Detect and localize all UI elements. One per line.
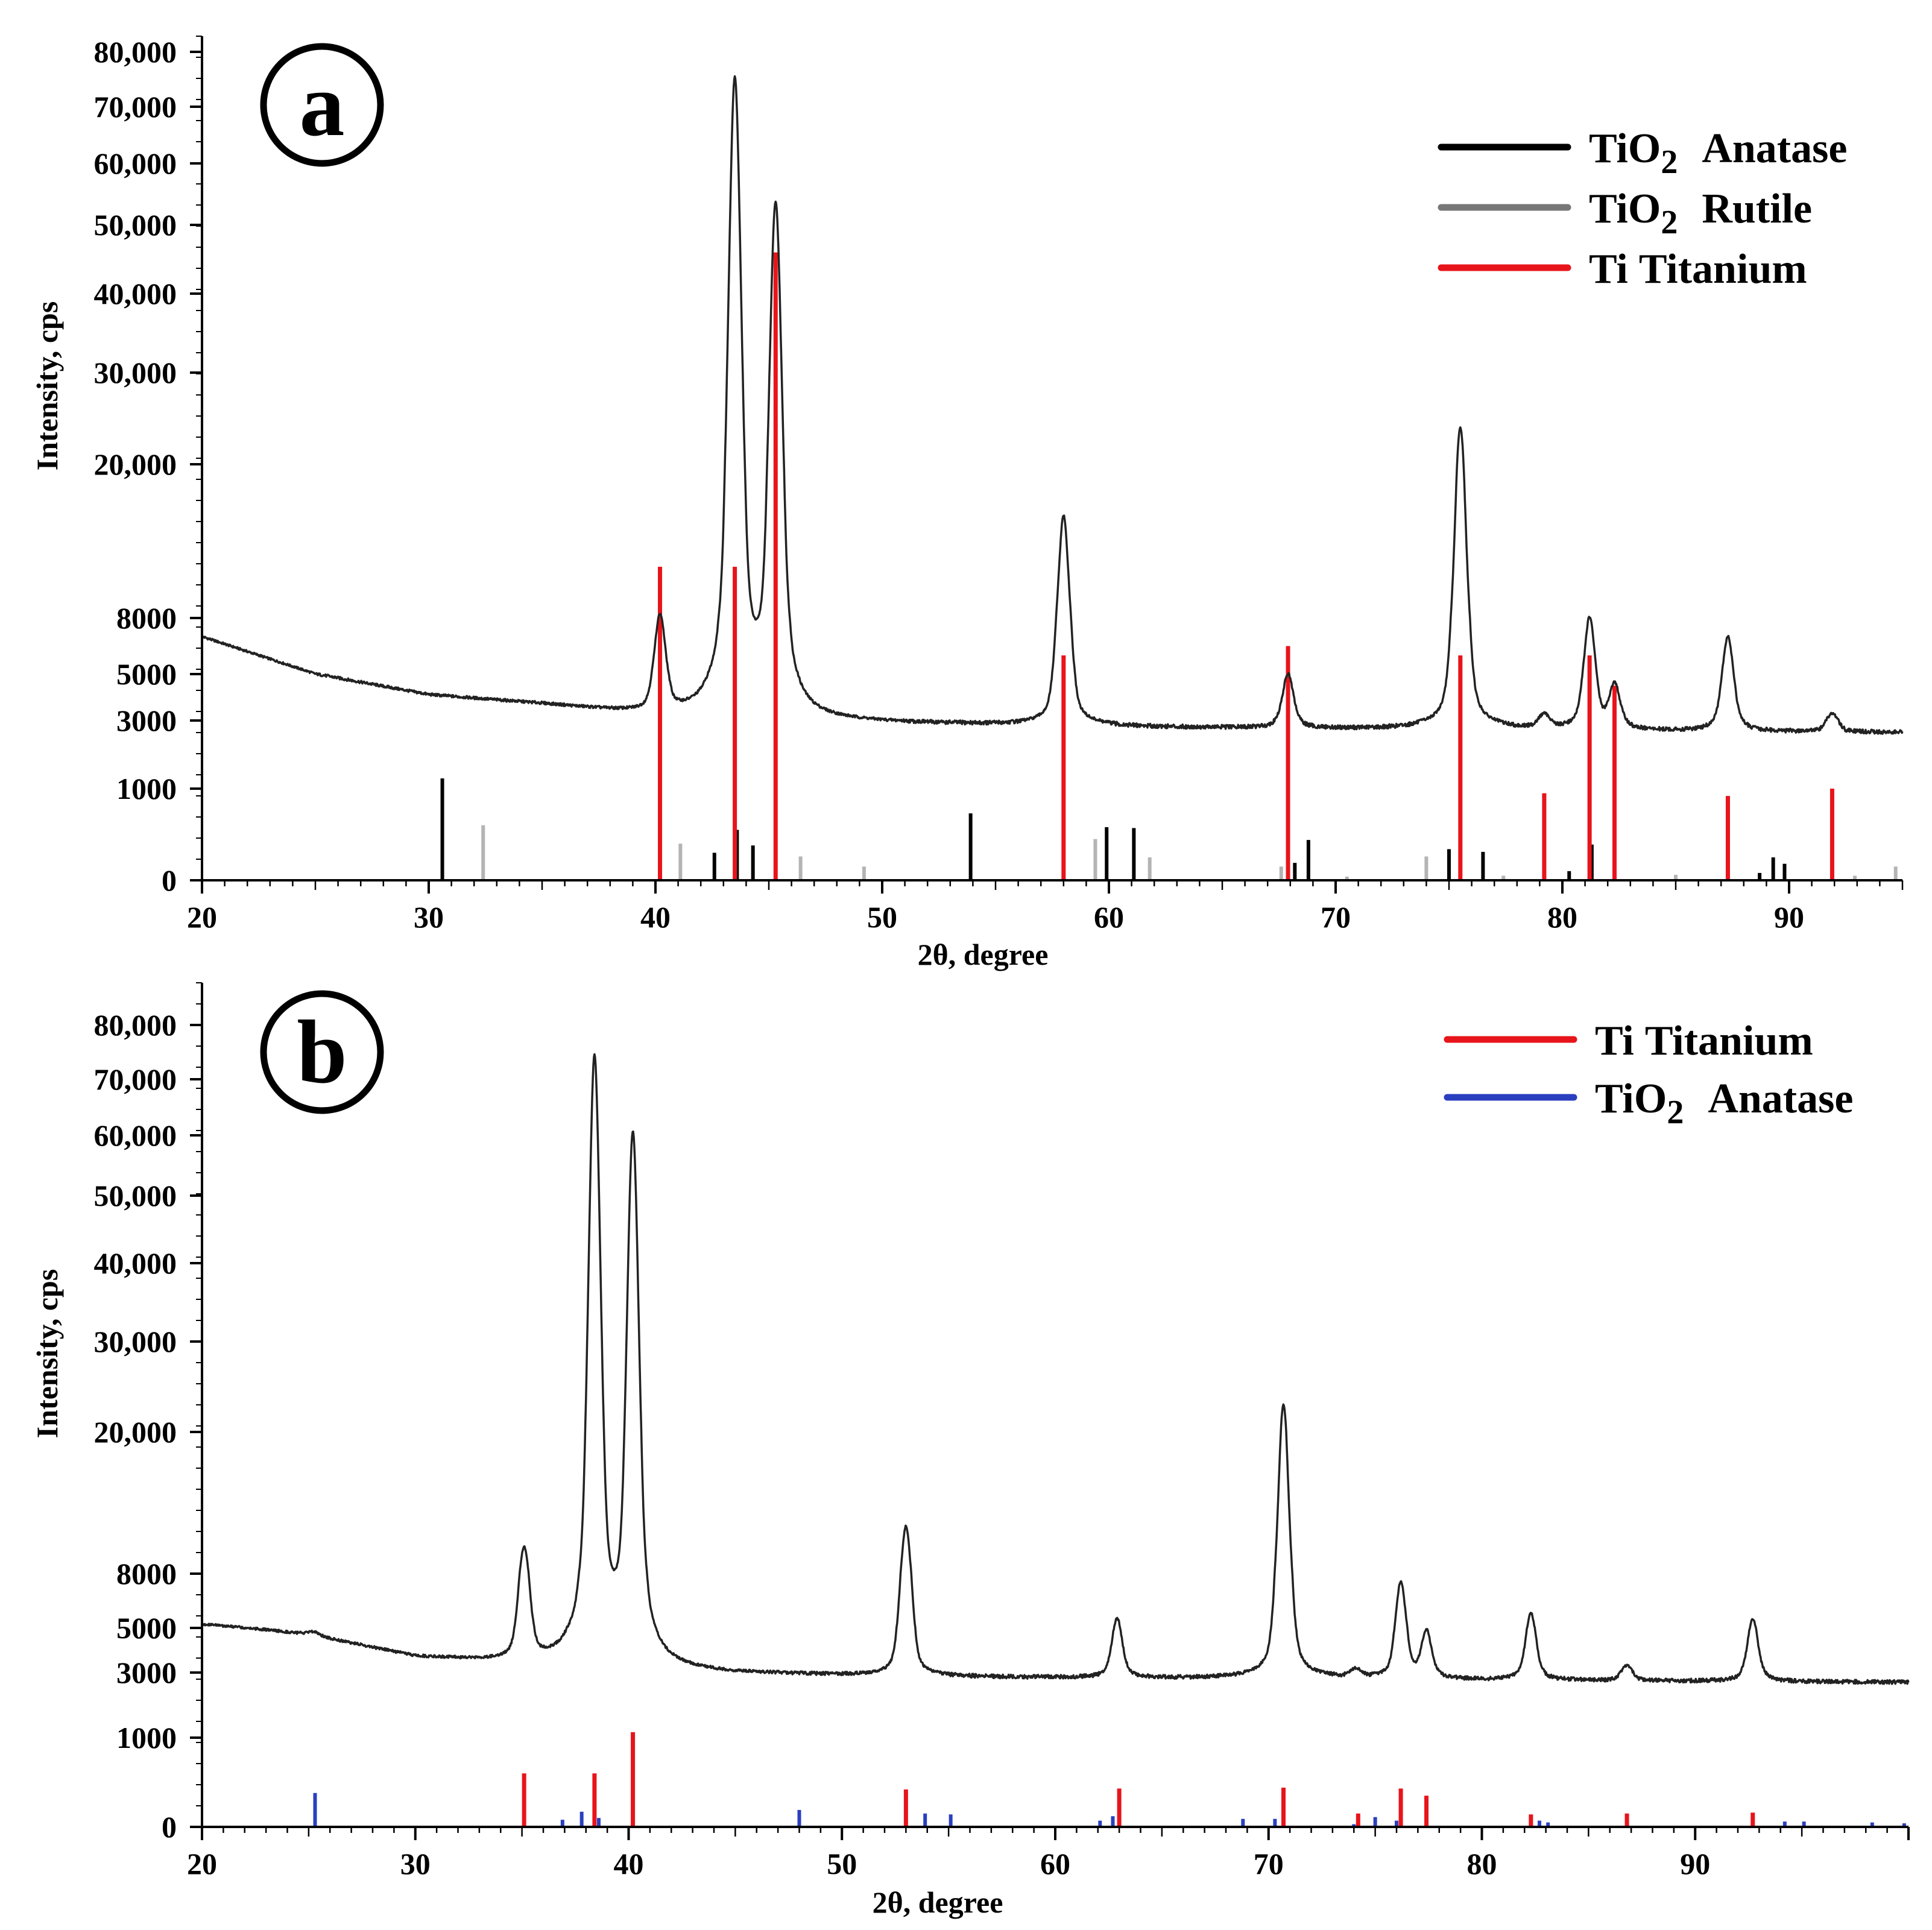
x-tick-label: 80 [1467,1847,1497,1881]
panel-a: 20 30 40 50 60 70 80 90 0 1000 3000 5000 8000 20,000 3… [30,35,1904,971]
y-tick-label: 0 [162,1810,177,1844]
x-axis-title: 2θ, degree [918,938,1049,971]
y-tick-label: 60,000 [94,147,177,180]
y-tick-label: 1000 [116,772,177,806]
legend-formula-subscript: 2 [1661,143,1678,181]
y-tick-label: 80,000 [94,35,177,69]
legend-formula: TiO [1595,1076,1667,1122]
diffraction-pattern-line [201,1053,1910,1685]
y-tick-label: 5000 [116,1611,177,1645]
reference-sticks-ti-titanium [658,252,1834,880]
legend-entry: Ti Titanium [1438,246,1807,292]
legend-formula: TiO [1589,186,1661,232]
reference-sticks-tio2-anatase [440,778,1787,880]
y-tick-label: 3000 [116,1656,177,1689]
reference-sticks-tio2-anatase [313,1793,1906,1827]
reference-sticks-tio2-rutile [481,825,1898,880]
y-tick-label: 70,000 [94,90,177,124]
panel-label-circle [260,990,384,1114]
x-tick-label: 40 [640,900,671,934]
legend-entry: TiO2 Rutile [1438,186,1812,241]
x-axis-title: 2θ, degree [873,1885,1003,1919]
x-tick-label: 70 [1254,1847,1284,1881]
y-tick-label: 80,000 [94,1008,177,1042]
x-tick-label: 90 [1774,900,1804,934]
y-tick-label: 8000 [116,601,177,635]
y-tick-label: 8000 [116,1557,177,1591]
panel-label-letter: a [300,55,345,155]
legend-label: Ti Titanium [1589,246,1807,292]
legend-label: TiO2 Anatase [1595,1076,1853,1131]
x-tick-label: 30 [400,1847,431,1881]
reference-sticks-ti-titanium [522,1732,1755,1827]
legend-formula: Ti [1595,1018,1634,1064]
legend-label: TiO2 Anatase [1589,125,1847,181]
diffraction-pattern-line [201,75,1904,735]
legend-label: TiO2 Rutile [1589,186,1812,241]
legend-formula-subscript: 2 [1667,1094,1684,1131]
y-tick-label: 3000 [116,704,177,737]
x-tick-label: 70 [1321,900,1351,934]
x-tick-label: 60 [1094,900,1124,934]
x-tick-label: 20 [187,1847,217,1881]
legend-label: Ti Titanium [1595,1018,1813,1064]
x-tick-label: 90 [1680,1847,1710,1881]
x-tick-label: 60 [1040,1847,1070,1881]
y-tick-label: 30,000 [94,1325,177,1358]
legend-phase-name: Anatase [1702,125,1847,172]
y-tick-label: 5000 [116,657,177,691]
y-tick-label: 70,000 [94,1062,177,1096]
x-tick-label: 50 [827,1847,857,1881]
y-tick-label: 30,000 [94,356,177,389]
legend-phase-name: Rutile [1702,186,1812,232]
x-tick-label: 30 [414,900,444,934]
panel-label-circle [260,43,384,167]
legend-phase-name: Titanium [1645,1018,1813,1064]
legend-formula: TiO [1589,125,1661,172]
y-tick-label: 20,000 [94,1415,177,1449]
y-tick-label: 1000 [116,1721,177,1755]
legend-phase-name: Anatase [1708,1076,1853,1122]
legend-entry: Ti Titanium [1444,1018,1813,1064]
y-tick-label: 0 [162,863,177,897]
y-axis-title: Intensity, cps [30,301,64,471]
y-axis-title: Intensity, cps [30,1269,64,1439]
y-tick-label: 50,000 [94,208,177,242]
legend-formula-subscript: 2 [1661,204,1678,241]
x-tick-label: 50 [867,900,897,934]
legend-entry: TiO2 Anatase [1438,125,1847,181]
x-tick-label: 40 [614,1847,644,1881]
y-tick-label: 40,000 [94,277,177,311]
y-tick-label: 60,000 [94,1118,177,1152]
y-tick-label: 20,000 [94,447,177,481]
panel-b: 20 30 40 50 60 70 80 90 0 1000 3000 5000 8000 20,000 3… [30,982,1910,1919]
x-tick-label: 80 [1547,900,1577,934]
legend-phase-name: Titanium [1639,246,1807,292]
y-tick-label: 50,000 [94,1179,177,1213]
x-tick-label: 20 [187,900,217,934]
y-tick-label: 40,000 [94,1246,177,1280]
legend-formula: Ti [1589,246,1628,292]
panel-label-letter: b [297,1002,347,1102]
legend-entry: TiO2 Anatase [1444,1076,1853,1131]
